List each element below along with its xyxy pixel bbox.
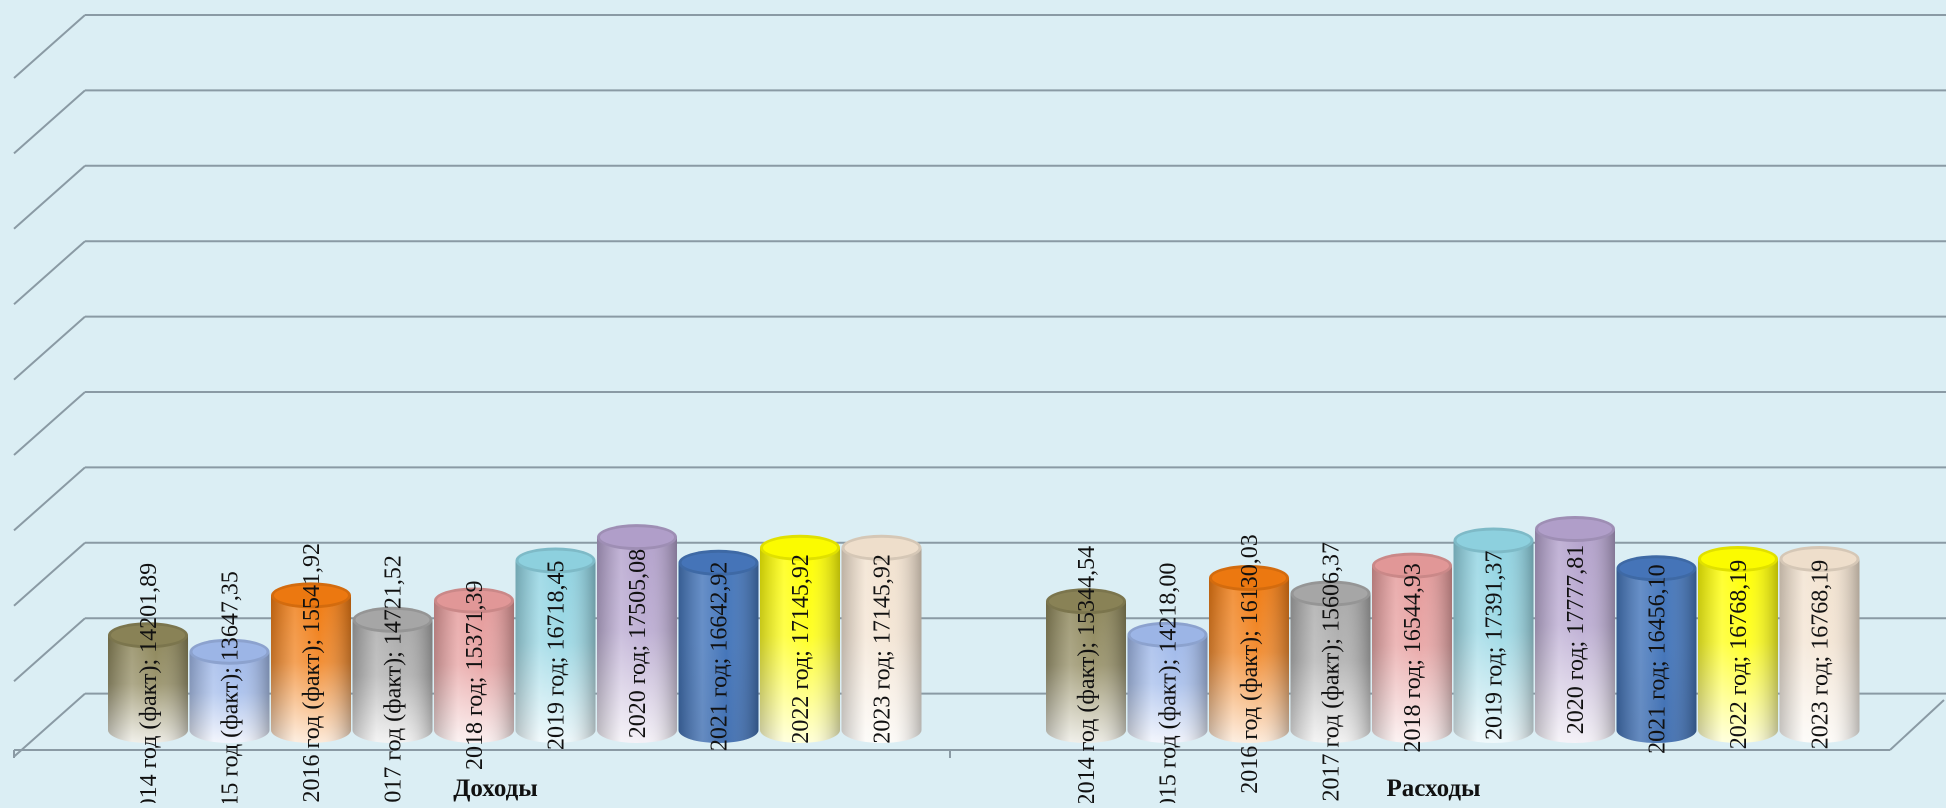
gridline: [13, 315, 1946, 381]
bar: [597, 524, 677, 743]
bar-label: 2022 год; 16768,19: [1726, 560, 1752, 749]
bar-label: 2016 год (факт); 16130,03: [1237, 534, 1263, 793]
bar-label: 2017 год (факт); 14721,52: [381, 555, 407, 803]
bar: [189, 638, 270, 743]
bar: [108, 622, 188, 743]
bar: [760, 534, 840, 743]
bar: [841, 534, 922, 743]
gridline: [13, 391, 1946, 456]
gridline: [13, 164, 1946, 230]
gridlines: [13, 14, 1946, 758]
bar-label: 2020 год; 17777,81: [1563, 545, 1589, 734]
bar: [271, 582, 351, 743]
bar-label: 2023 год; 17145,92: [870, 554, 896, 743]
bar-label: 2020 год; 17505,08: [625, 549, 651, 738]
bar: [434, 587, 514, 743]
bar-label: 2023 год; 16768,19: [1808, 560, 1834, 749]
category-label: Расходы: [1386, 775, 1480, 802]
group-income: [108, 524, 922, 743]
bar: [1779, 546, 1860, 743]
category-label: Доходы: [453, 775, 538, 802]
bar: [1290, 580, 1371, 743]
bar-label: 2015 год (факт); 14218,00: [1156, 563, 1182, 803]
bar-label: 2015 год (факт); 13647,35: [218, 571, 244, 803]
bar-label: 2014 год (факт); 14201,89: [136, 563, 162, 803]
bar-label: 2016 год (факт); 15541,92: [299, 543, 325, 802]
bar: [1698, 546, 1778, 743]
bar: [515, 547, 596, 743]
bar-label: 2014 год (факт); 15344,54: [1074, 546, 1100, 803]
bars: [108, 516, 1860, 743]
bar-label: 2019 год; 17391,37: [1482, 551, 1508, 740]
bar-label: 2017 год (факт); 15606,37: [1319, 542, 1345, 801]
bar: [1535, 516, 1615, 743]
bar-label: 2018 год; 16544,93: [1400, 563, 1426, 752]
bar: [678, 549, 759, 743]
bar-label: 2021 год; 16642,92: [707, 562, 733, 751]
gridline: [13, 89, 1946, 155]
bar: [1372, 552, 1452, 743]
gridline: [13, 692, 86, 758]
gridline: [13, 14, 1946, 79]
bar: [1453, 527, 1534, 743]
bar: [1209, 564, 1289, 743]
bar: [1046, 588, 1126, 743]
gridline: [13, 541, 1946, 607]
bar-label: 2022 год; 17145,92: [788, 554, 814, 743]
bar-label: 2019 год; 16718,45: [544, 561, 570, 750]
bar: [1127, 621, 1208, 743]
labels: 2014 год (факт); 14201,89 2015 год (факт)…: [136, 534, 1834, 808]
bar: [352, 606, 433, 743]
gridline: [13, 466, 1946, 532]
group-expenses: [1046, 516, 1860, 743]
bar: [1616, 555, 1697, 743]
bar-label: 2018 год; 15371,39: [462, 581, 488, 770]
bar-label: 2021 год; 16456,10: [1645, 564, 1671, 753]
gridline: [13, 240, 1946, 305]
